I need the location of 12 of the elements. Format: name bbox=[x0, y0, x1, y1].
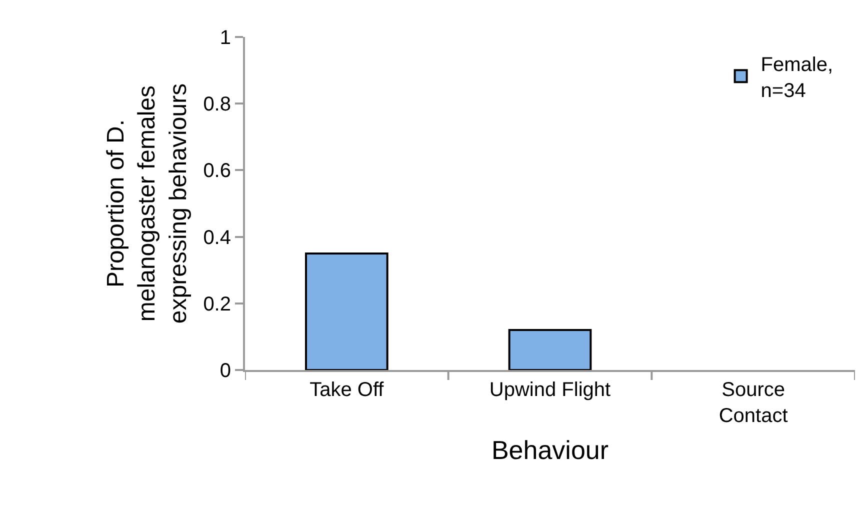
y-tick-label: 0.8 bbox=[203, 94, 231, 116]
y-tick-label: 1 bbox=[220, 27, 231, 49]
y-axis-title: Proportion of D. melanogaster females expressing behaviours bbox=[102, 83, 192, 324]
x-axis-title: Behaviour bbox=[491, 435, 609, 466]
x-tick-label: Upwind Flight bbox=[489, 379, 612, 401]
y-tick-label: 0.6 bbox=[203, 160, 231, 182]
y-tick-label: 0.4 bbox=[203, 226, 231, 249]
x-tick-label: Take Off bbox=[310, 379, 384, 401]
y-tick-label: 0 bbox=[220, 360, 231, 382]
legend-label: Female, n=34 bbox=[760, 54, 834, 102]
y-tick-label: 0.2 bbox=[203, 293, 231, 316]
x-tick-label: Source Contact bbox=[718, 379, 788, 427]
